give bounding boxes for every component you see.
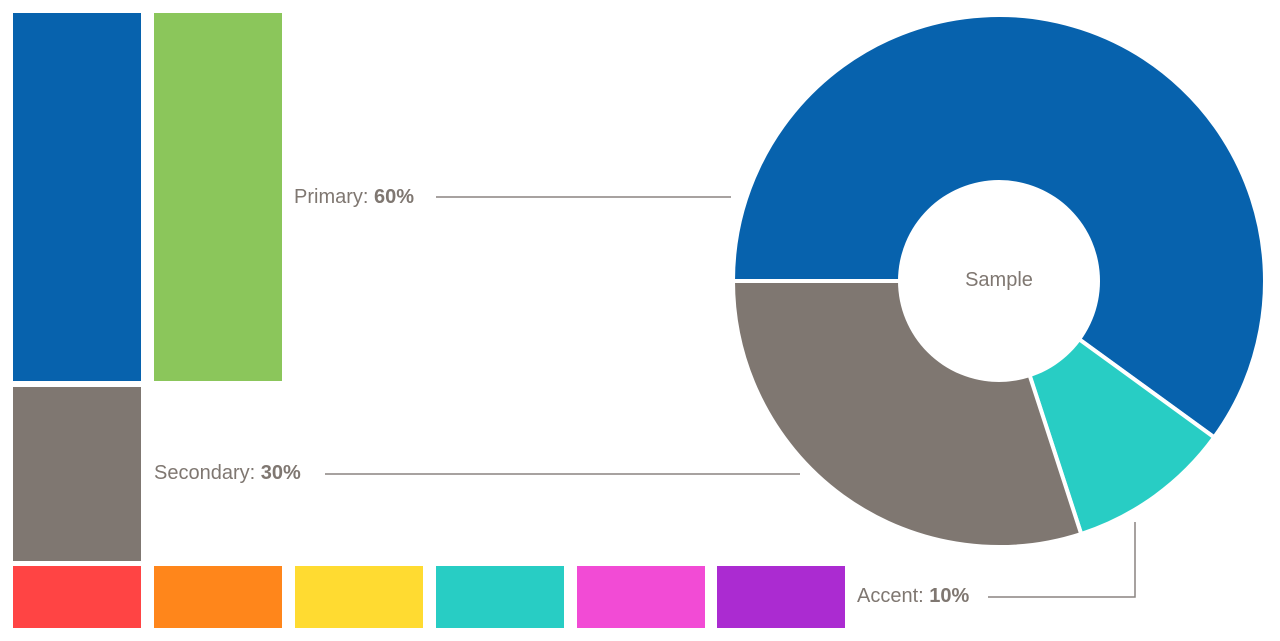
accent-swatch-orange	[154, 566, 282, 628]
accent-label-value: 10%	[929, 585, 970, 607]
accent-leader-line	[988, 522, 1136, 598]
accent-swatch-pink	[577, 566, 705, 628]
primary-label-text: Primary:	[294, 186, 369, 208]
secondary-green-swatch	[154, 13, 282, 381]
primary-label-value: 60%	[374, 186, 415, 208]
secondary-label-value: 30%	[260, 462, 301, 484]
accent-swatch-yellow	[295, 566, 423, 628]
secondary-label: Secondary: 30%	[154, 461, 301, 485]
donut-hole	[898, 180, 1100, 382]
accent-swatch-red	[13, 566, 141, 628]
accent-label: Accent: 10%	[857, 584, 969, 608]
donut-center-label: Sample	[965, 269, 1033, 291]
secondary-swatch	[13, 387, 141, 561]
accent-label-text: Accent:	[857, 585, 924, 607]
primary-swatch	[13, 13, 141, 381]
accent-swatch-purple	[717, 566, 845, 628]
primary-label: Primary: 60%	[294, 185, 414, 209]
accent-swatch-teal	[436, 566, 564, 628]
secondary-label-text: Secondary:	[154, 462, 256, 484]
